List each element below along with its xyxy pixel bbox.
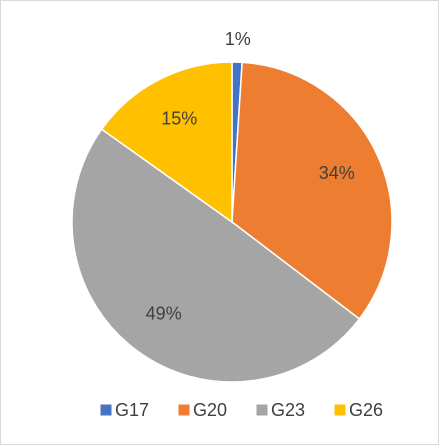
legend-label: G26	[349, 400, 383, 420]
pie-slice	[231, 61, 393, 320]
data-label: 1%	[225, 29, 251, 49]
legend-swatch	[333, 403, 347, 417]
pie-slice	[71, 128, 361, 383]
data-label: 34%	[319, 163, 355, 183]
legend-label: G23	[271, 400, 305, 420]
legend-label: G17	[115, 400, 149, 420]
legend-swatch	[99, 403, 113, 417]
legend-label: G20	[193, 400, 227, 420]
pie-slice	[100, 61, 233, 224]
legend-swatch	[177, 403, 191, 417]
data-label: 15%	[161, 108, 197, 128]
legend-swatch	[255, 403, 269, 417]
data-label: 49%	[146, 304, 182, 324]
